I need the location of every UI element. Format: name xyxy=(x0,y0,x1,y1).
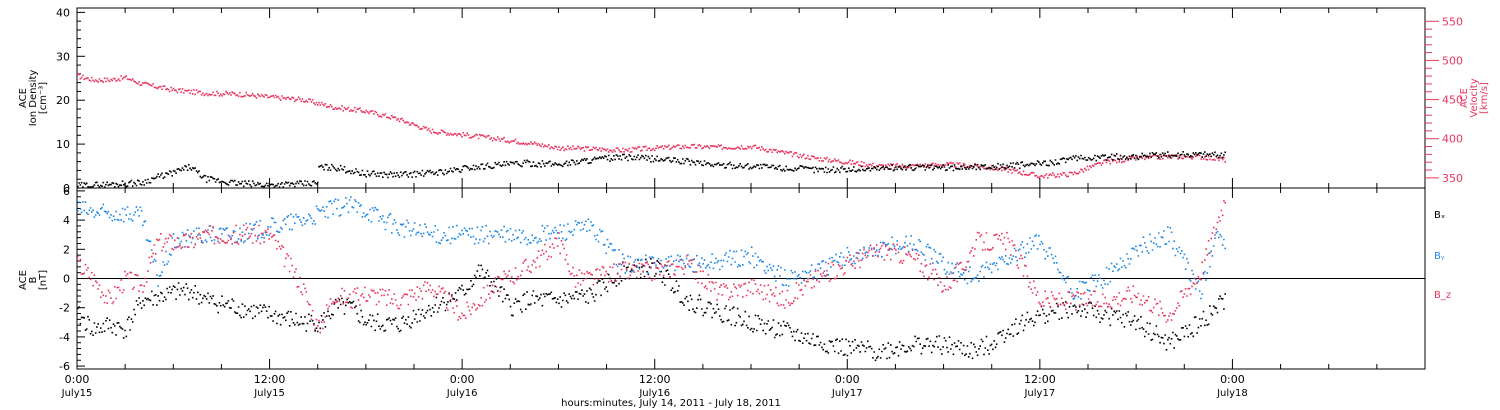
density-axis-label: ACEIon Density[cm⁻³] xyxy=(18,70,49,127)
x-tick-label: 12:00 xyxy=(1024,373,1056,386)
magnetic-field-panel: -6 -4 -2 0 2 4 6 ACEB[nT] Bₓ Bᵧ B_z xyxy=(18,185,1451,373)
field-axis-label-line: [nT] xyxy=(38,270,49,290)
x-date-label: July16 xyxy=(638,388,670,399)
density-axis-tick-label: 10 xyxy=(56,138,70,151)
velocity-axis-label: ACEVelocity[km/s] xyxy=(1459,78,1490,117)
x-tick-label: 0:00 xyxy=(65,373,90,386)
field-series-1 xyxy=(77,258,1226,362)
field-series-2 xyxy=(77,196,1226,300)
density-axis-tick-label: 20 xyxy=(56,94,70,107)
x-date-label: July17 xyxy=(1023,388,1055,399)
field-axis-tick-label: 4 xyxy=(63,214,70,227)
velocity-axis-label-line: [km/s] xyxy=(1479,82,1490,114)
x-date-label: July18 xyxy=(1216,388,1248,399)
legend-item: Bᵧ xyxy=(1434,251,1445,262)
field-axis-label-line: ACE xyxy=(18,270,29,290)
density-axis-label-line: [cm⁻³] xyxy=(38,82,49,114)
x-tick-label: 0:00 xyxy=(450,373,475,386)
x-date-label: July15 xyxy=(253,388,285,399)
time-axis: 0:00 July15 12:00 July15 0:00 July16 12:00 July… xyxy=(61,8,1426,409)
field-axis-tick-label: -4 xyxy=(59,331,70,344)
density-axis-label-line: ACE xyxy=(18,88,29,108)
density-axis-label-line: Ion Density xyxy=(28,70,39,127)
x-date-label: July15 xyxy=(61,388,93,399)
velocity-axis-tick-label: 500 xyxy=(1442,54,1463,67)
velocity-axis-tick-label: 350 xyxy=(1442,172,1463,185)
legend-item: Bₓ xyxy=(1434,210,1445,221)
density-axis-tick-label: 30 xyxy=(56,50,70,63)
velocity-axis-tick-label: 400 xyxy=(1442,133,1463,146)
field-axis-tick-label: 2 xyxy=(63,243,70,256)
density-axis-tick-label: 0 xyxy=(63,182,70,195)
density-series xyxy=(77,151,1226,188)
field-series-3 xyxy=(77,200,1226,334)
field-axis-label-line: B xyxy=(28,276,39,283)
field-axis-tick-label: 6 xyxy=(63,185,70,198)
velocity-axis-label-line: ACE xyxy=(1459,88,1470,108)
x-tick-label: 12:00 xyxy=(639,373,671,386)
x-tick-label: 0:00 xyxy=(1220,373,1245,386)
field-axis-label: ACEB[nT] xyxy=(18,270,49,290)
field-axis-tick-label: 0 xyxy=(63,273,70,286)
field-axis-tick-label: -2 xyxy=(59,302,70,315)
velocity-axis-tick-label: 550 xyxy=(1442,15,1463,28)
field-axis-tick-label: -6 xyxy=(59,360,70,373)
velocity-axis-label-line: Velocity xyxy=(1469,78,1480,117)
x-date-label: July17 xyxy=(831,388,863,399)
x-tick-label: 12:00 xyxy=(254,373,286,386)
x-tick-label: 0:00 xyxy=(835,373,860,386)
x-date-label: July16 xyxy=(446,388,478,399)
velocity-axis-tick-label: 450 xyxy=(1442,94,1463,107)
x-axis-label: hours:minutes, July 14, 2011 - July 18, … xyxy=(561,398,781,409)
legend-item: B_z xyxy=(1434,290,1451,301)
density-axis-tick-label: 40 xyxy=(56,6,70,19)
